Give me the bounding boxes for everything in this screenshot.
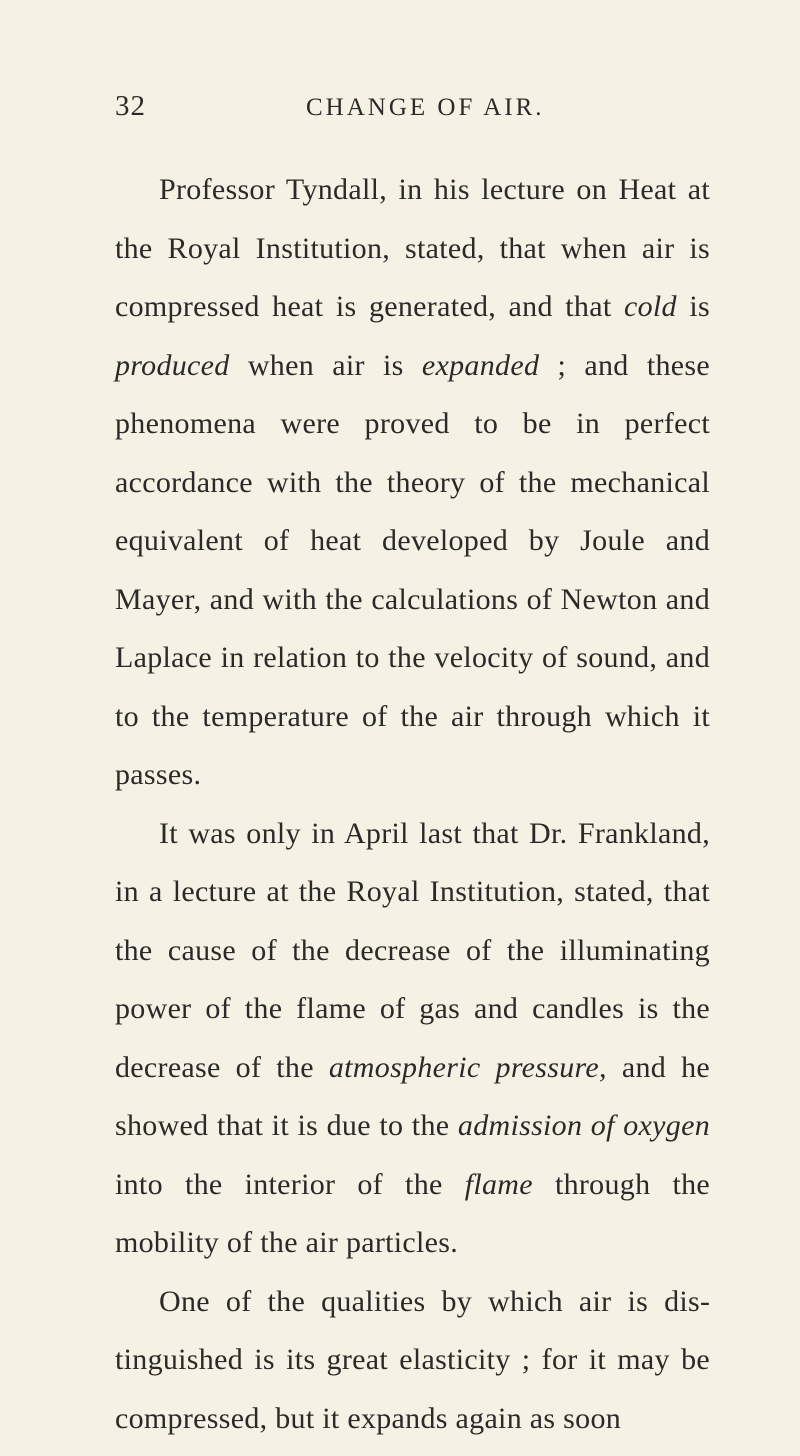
paragraph-2: It was only in April last that Dr. Frank… [115, 805, 710, 1273]
text-run: ; and these phenomena were proved to be … [115, 349, 710, 792]
text-run: into the interior of the [115, 1168, 465, 1201]
italic-text: admission of oxygen [458, 1109, 710, 1142]
italic-text: expanded [422, 349, 539, 382]
text-run: when air is [230, 349, 422, 382]
body-text: Professor Tyndall, in his lecture on Hea… [115, 161, 710, 1448]
page-header: 32 CHANGE OF AIR. [115, 90, 710, 123]
italic-text: produced [115, 349, 230, 382]
text-run: It was only in April last that Dr. Frank… [115, 817, 710, 1084]
text-run: One of the qualities by which air is dis… [115, 1285, 710, 1435]
paragraph-1: Professor Tyndall, in his lecture on Hea… [115, 161, 710, 805]
italic-text: atmospheric pressure, [329, 1051, 607, 1084]
text-run: is [677, 290, 710, 323]
page-number: 32 [115, 90, 146, 123]
italic-text: cold [624, 290, 677, 323]
italic-text: flame [465, 1168, 533, 1201]
paragraph-3: One of the qualities by which air is dis… [115, 1273, 710, 1449]
text-run: Professor Tyndall, in his lecture on Hea… [115, 173, 710, 323]
chapter-title: CHANGE OF AIR. [306, 94, 545, 122]
